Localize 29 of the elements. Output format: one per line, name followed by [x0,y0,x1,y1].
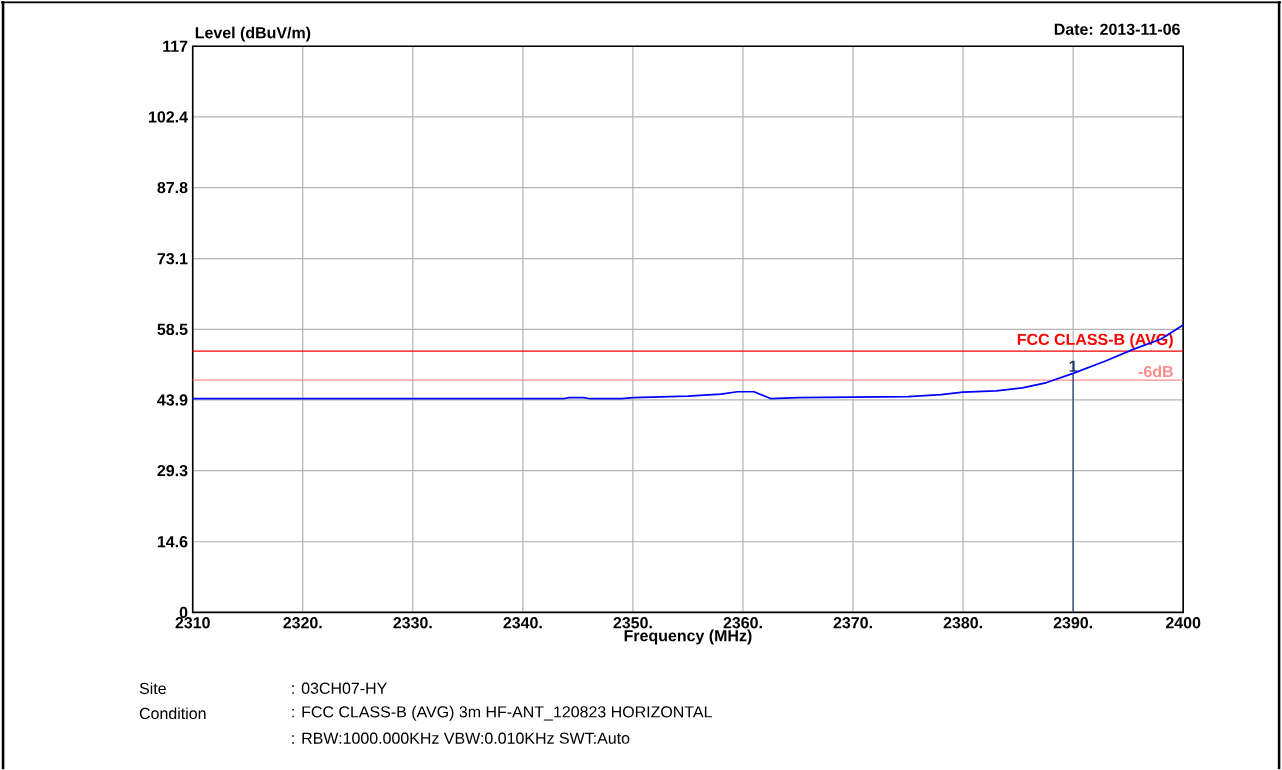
text: : RBW:1000.000KHz VBW:0.010KHz SWT:Auto [292,732,630,744]
y-tick-label: 14.6 [157,535,188,548]
x-tick-label: 2370. [833,616,872,629]
y-tick-label: 43.9 [157,394,188,406]
y-tick-label: 117 [163,40,188,52]
x-tick-label: 2360. [723,616,762,629]
text: : 03CH07-HY [292,682,387,694]
x-tick-label: 2320. [283,616,322,629]
x-tick-label: 2350. [613,616,652,629]
text: Condition [139,707,206,719]
text: : FCC CLASS-B (AVG) 3m HF-ANT_120823 HORIZONTAL [292,705,712,721]
y-tick-label: 58.5 [157,323,188,335]
y-tick-label: 87.8 [157,181,188,193]
x-tick-label: 2310 [175,616,210,629]
y-tick-label: 102.4 [149,111,188,123]
ref-line-label: -6dB [1138,365,1173,377]
text: Site [139,682,166,694]
x-tick-label: 2380. [943,616,982,629]
x-tick-label: 2330. [393,616,432,629]
y-tick-label: 29.3 [157,464,188,477]
x-tick-label: 2390. [1053,616,1092,629]
y-axis-title: Level (dBuV/m) [195,26,311,42]
y-tick-label: 0 [179,606,188,618]
y-tick-label: 73.1 [157,252,188,265]
chart-subtitle: Date: 2013-11-06 [1054,23,1180,35]
x-tick-label: 2340. [503,616,542,629]
annotation: 1 [1069,360,1078,372]
x-axis-title: Frequency (MHz) [624,629,752,645]
x-tick-label: 2400 [1165,616,1201,629]
